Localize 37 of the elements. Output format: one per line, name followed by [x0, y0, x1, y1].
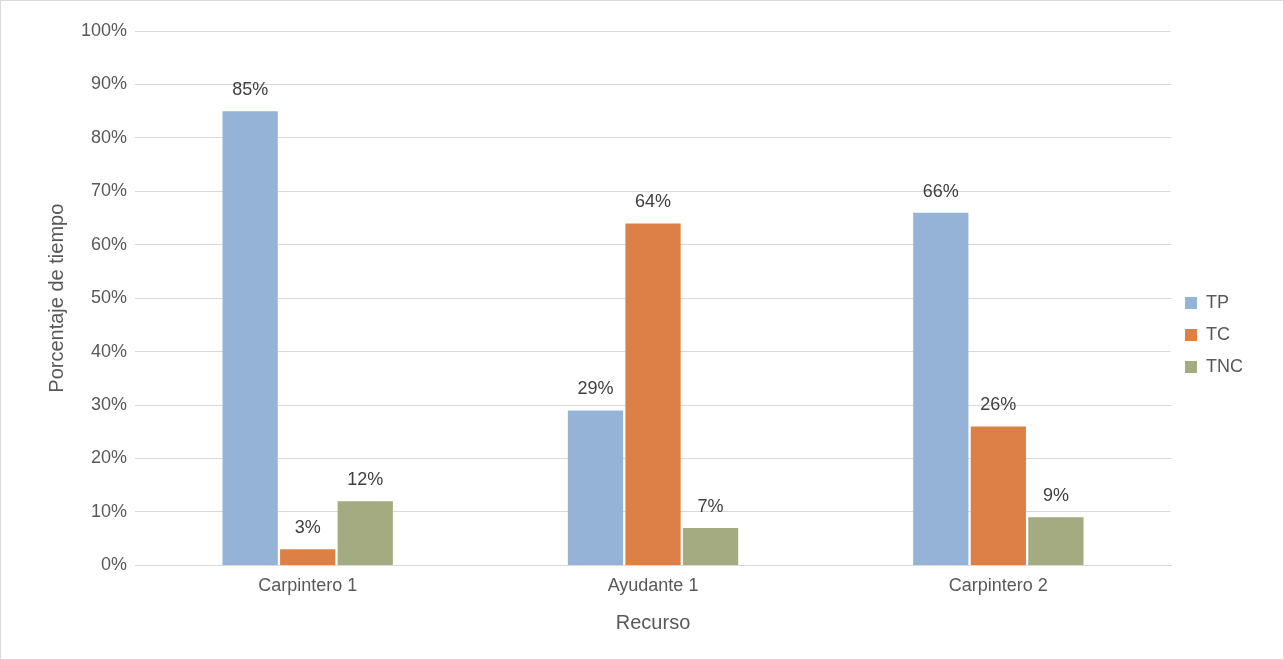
x-tick-label: Carpintero 2: [948, 575, 1048, 596]
data-label: 9%: [1042, 485, 1069, 506]
x-tick-label: Ayudante 1: [607, 575, 699, 596]
y-tick-label: 80%: [91, 126, 128, 147]
y-tick-label: 10%: [91, 500, 128, 521]
y-tick-label: 0%: [101, 554, 128, 575]
y-tick-label: 20%: [91, 447, 128, 468]
legend-label: TP: [1206, 291, 1230, 312]
bar: [280, 549, 336, 565]
x-tick-label: Carpintero 1: [258, 575, 358, 596]
bar: [682, 527, 739, 565]
y-tick-label: 40%: [91, 340, 128, 361]
bar: [913, 212, 969, 565]
bar: [970, 426, 1026, 565]
bar: [337, 501, 393, 565]
data-label: 85%: [232, 79, 269, 100]
bar: [625, 223, 681, 565]
y-tick-label: 30%: [91, 394, 128, 415]
bar: [567, 410, 624, 565]
y-tick-label: 70%: [91, 180, 128, 201]
x-axis-title: Recurso: [615, 610, 691, 633]
y-tick-label: 60%: [91, 233, 128, 254]
data-label: 12%: [347, 469, 384, 490]
data-label: 7%: [697, 495, 724, 516]
data-label: 26%: [980, 394, 1017, 415]
bar: [222, 111, 278, 565]
y-tick-label: 100%: [80, 19, 128, 40]
data-label: 66%: [922, 180, 959, 201]
data-label: 3%: [294, 517, 321, 538]
bar: [1028, 517, 1084, 565]
y-tick-label: 90%: [91, 73, 128, 94]
y-axis-title: Porcentaje de tiempo: [44, 203, 67, 393]
data-label: 64%: [635, 191, 672, 212]
data-label: 29%: [577, 378, 614, 399]
legend-label: TC: [1206, 323, 1231, 344]
legend-label: TNC: [1206, 355, 1244, 376]
y-tick-label: 50%: [91, 287, 128, 308]
